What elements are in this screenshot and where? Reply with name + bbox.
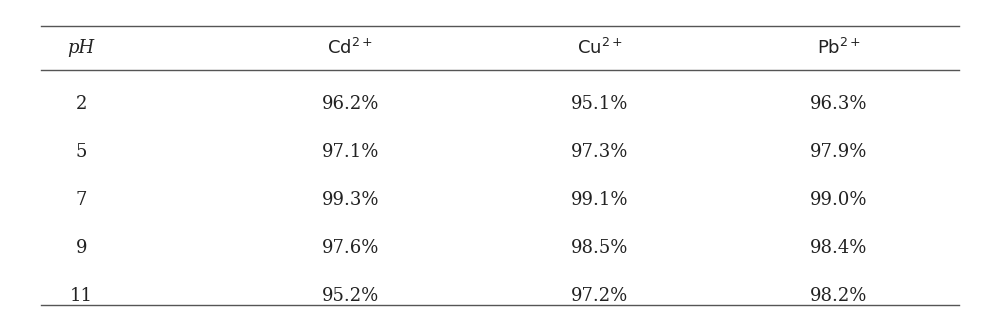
Text: 95.1%: 95.1% xyxy=(571,95,628,113)
Text: 95.2%: 95.2% xyxy=(322,287,379,305)
Text: $\mathrm{Cu}^{2+}$: $\mathrm{Cu}^{2+}$ xyxy=(577,38,623,58)
Text: 99.0%: 99.0% xyxy=(810,191,868,209)
Text: 9: 9 xyxy=(75,239,87,257)
Text: 99.3%: 99.3% xyxy=(322,191,379,209)
Text: 97.2%: 97.2% xyxy=(571,287,628,305)
Text: 97.9%: 97.9% xyxy=(810,143,868,161)
Text: 5: 5 xyxy=(75,143,87,161)
Text: 97.6%: 97.6% xyxy=(322,239,379,257)
Text: 98.4%: 98.4% xyxy=(810,239,868,257)
Text: 96.3%: 96.3% xyxy=(810,95,868,113)
Text: 98.2%: 98.2% xyxy=(810,287,868,305)
Text: 11: 11 xyxy=(70,287,93,305)
Text: pH: pH xyxy=(68,39,95,57)
Text: 96.2%: 96.2% xyxy=(322,95,379,113)
Text: 97.1%: 97.1% xyxy=(322,143,379,161)
Text: $\mathrm{Cd}^{2+}$: $\mathrm{Cd}^{2+}$ xyxy=(327,38,373,58)
Text: 2: 2 xyxy=(75,95,87,113)
Text: 97.3%: 97.3% xyxy=(571,143,628,161)
Text: 98.5%: 98.5% xyxy=(571,239,628,257)
Text: 7: 7 xyxy=(75,191,87,209)
Text: 99.1%: 99.1% xyxy=(571,191,628,209)
Text: $\mathrm{Pb}^{2+}$: $\mathrm{Pb}^{2+}$ xyxy=(817,38,861,58)
